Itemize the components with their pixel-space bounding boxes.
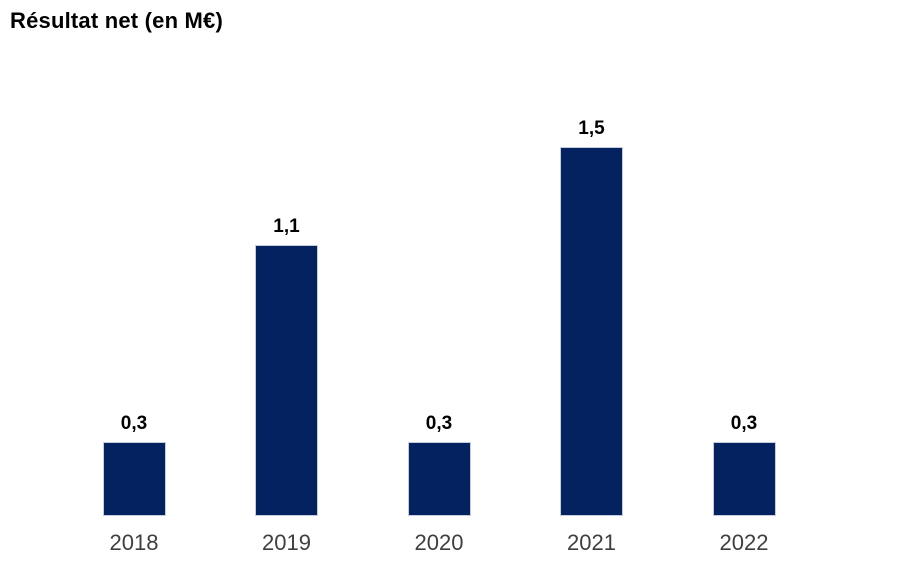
bar-2021 bbox=[560, 147, 623, 516]
bar-2020 bbox=[407, 442, 471, 516]
bar-2019 bbox=[255, 245, 318, 516]
bar-value-label: 1,5 bbox=[578, 118, 605, 139]
x-axis-tick-label: 2018 bbox=[109, 530, 159, 555]
bar-value-label: 1,1 bbox=[273, 216, 300, 237]
bar-value-label: 0,3 bbox=[120, 413, 148, 434]
bar-2018 bbox=[102, 442, 166, 516]
x-axis-tick-label: 2020 bbox=[414, 530, 464, 555]
bar-2022 bbox=[712, 442, 776, 516]
bar-value-label: 0,3 bbox=[730, 413, 758, 434]
chart-title: Résultat net (en M€) bbox=[10, 8, 224, 33]
x-axis-tick-label: 2019 bbox=[262, 530, 311, 555]
bar-value-label: 0,3 bbox=[425, 413, 453, 434]
x-axis-tick-label: 2021 bbox=[567, 530, 616, 555]
x-axis-tick-label: 2022 bbox=[719, 530, 769, 555]
